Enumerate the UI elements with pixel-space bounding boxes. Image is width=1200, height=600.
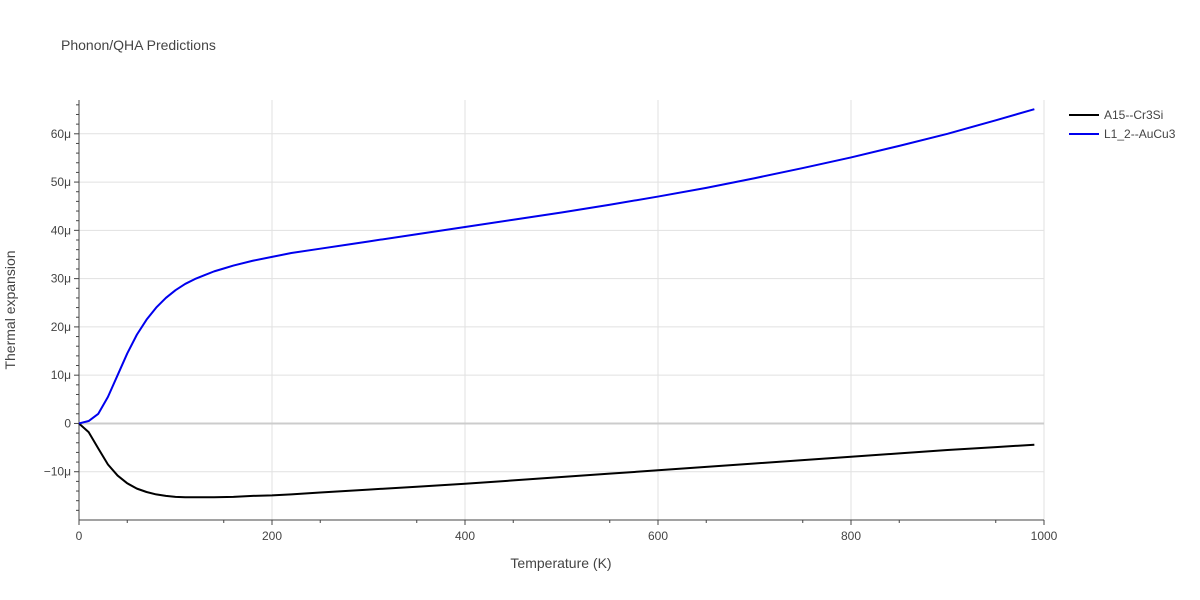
series-line-1 [78, 108, 1035, 425]
series-line-0 [78, 422, 1035, 499]
chart-title: Phonon/QHA Predictions [61, 37, 216, 53]
series [78, 108, 1035, 499]
y-ticks: −10μ 0 10μ 20μ 30μ 40μ 50μ 60μ [44, 104, 79, 511]
y-tick-label: 60μ [51, 127, 71, 141]
y-tick-label: 20μ [51, 320, 71, 334]
axes [78, 100, 1044, 521]
legend-label-1: L1_2--AuCu3 [1104, 127, 1176, 141]
legend-item[interactable]: L1_2--AuCu3 [1069, 127, 1176, 141]
legend-label-0: A15--Cr3Si [1104, 108, 1163, 122]
x-tick-label: 800 [841, 529, 861, 543]
x-ticks: 0 200 400 600 800 1000 [76, 520, 1058, 543]
y-axis-title: Thermal expansion [2, 250, 18, 369]
legend-item[interactable]: A15--Cr3Si [1069, 108, 1163, 122]
x-tick-label: 600 [648, 529, 668, 543]
y-tick-label: −10μ [44, 465, 71, 479]
y-tick-label: 30μ [51, 272, 71, 286]
x-tick-label: 400 [455, 529, 475, 543]
x-axis-title: Temperature (K) [510, 555, 611, 571]
legend[interactable]: A15--Cr3Si L1_2--AuCu3 [1069, 108, 1176, 141]
grid [79, 100, 1045, 520]
y-tick-label: 50μ [51, 175, 71, 189]
y-tick-label: 10μ [51, 368, 71, 382]
x-tick-label: 1000 [1031, 529, 1058, 543]
x-tick-label: 0 [76, 529, 83, 543]
y-tick-label: 40μ [51, 223, 71, 237]
y-tick-label: 0 [64, 416, 71, 430]
x-tick-label: 200 [262, 529, 282, 543]
